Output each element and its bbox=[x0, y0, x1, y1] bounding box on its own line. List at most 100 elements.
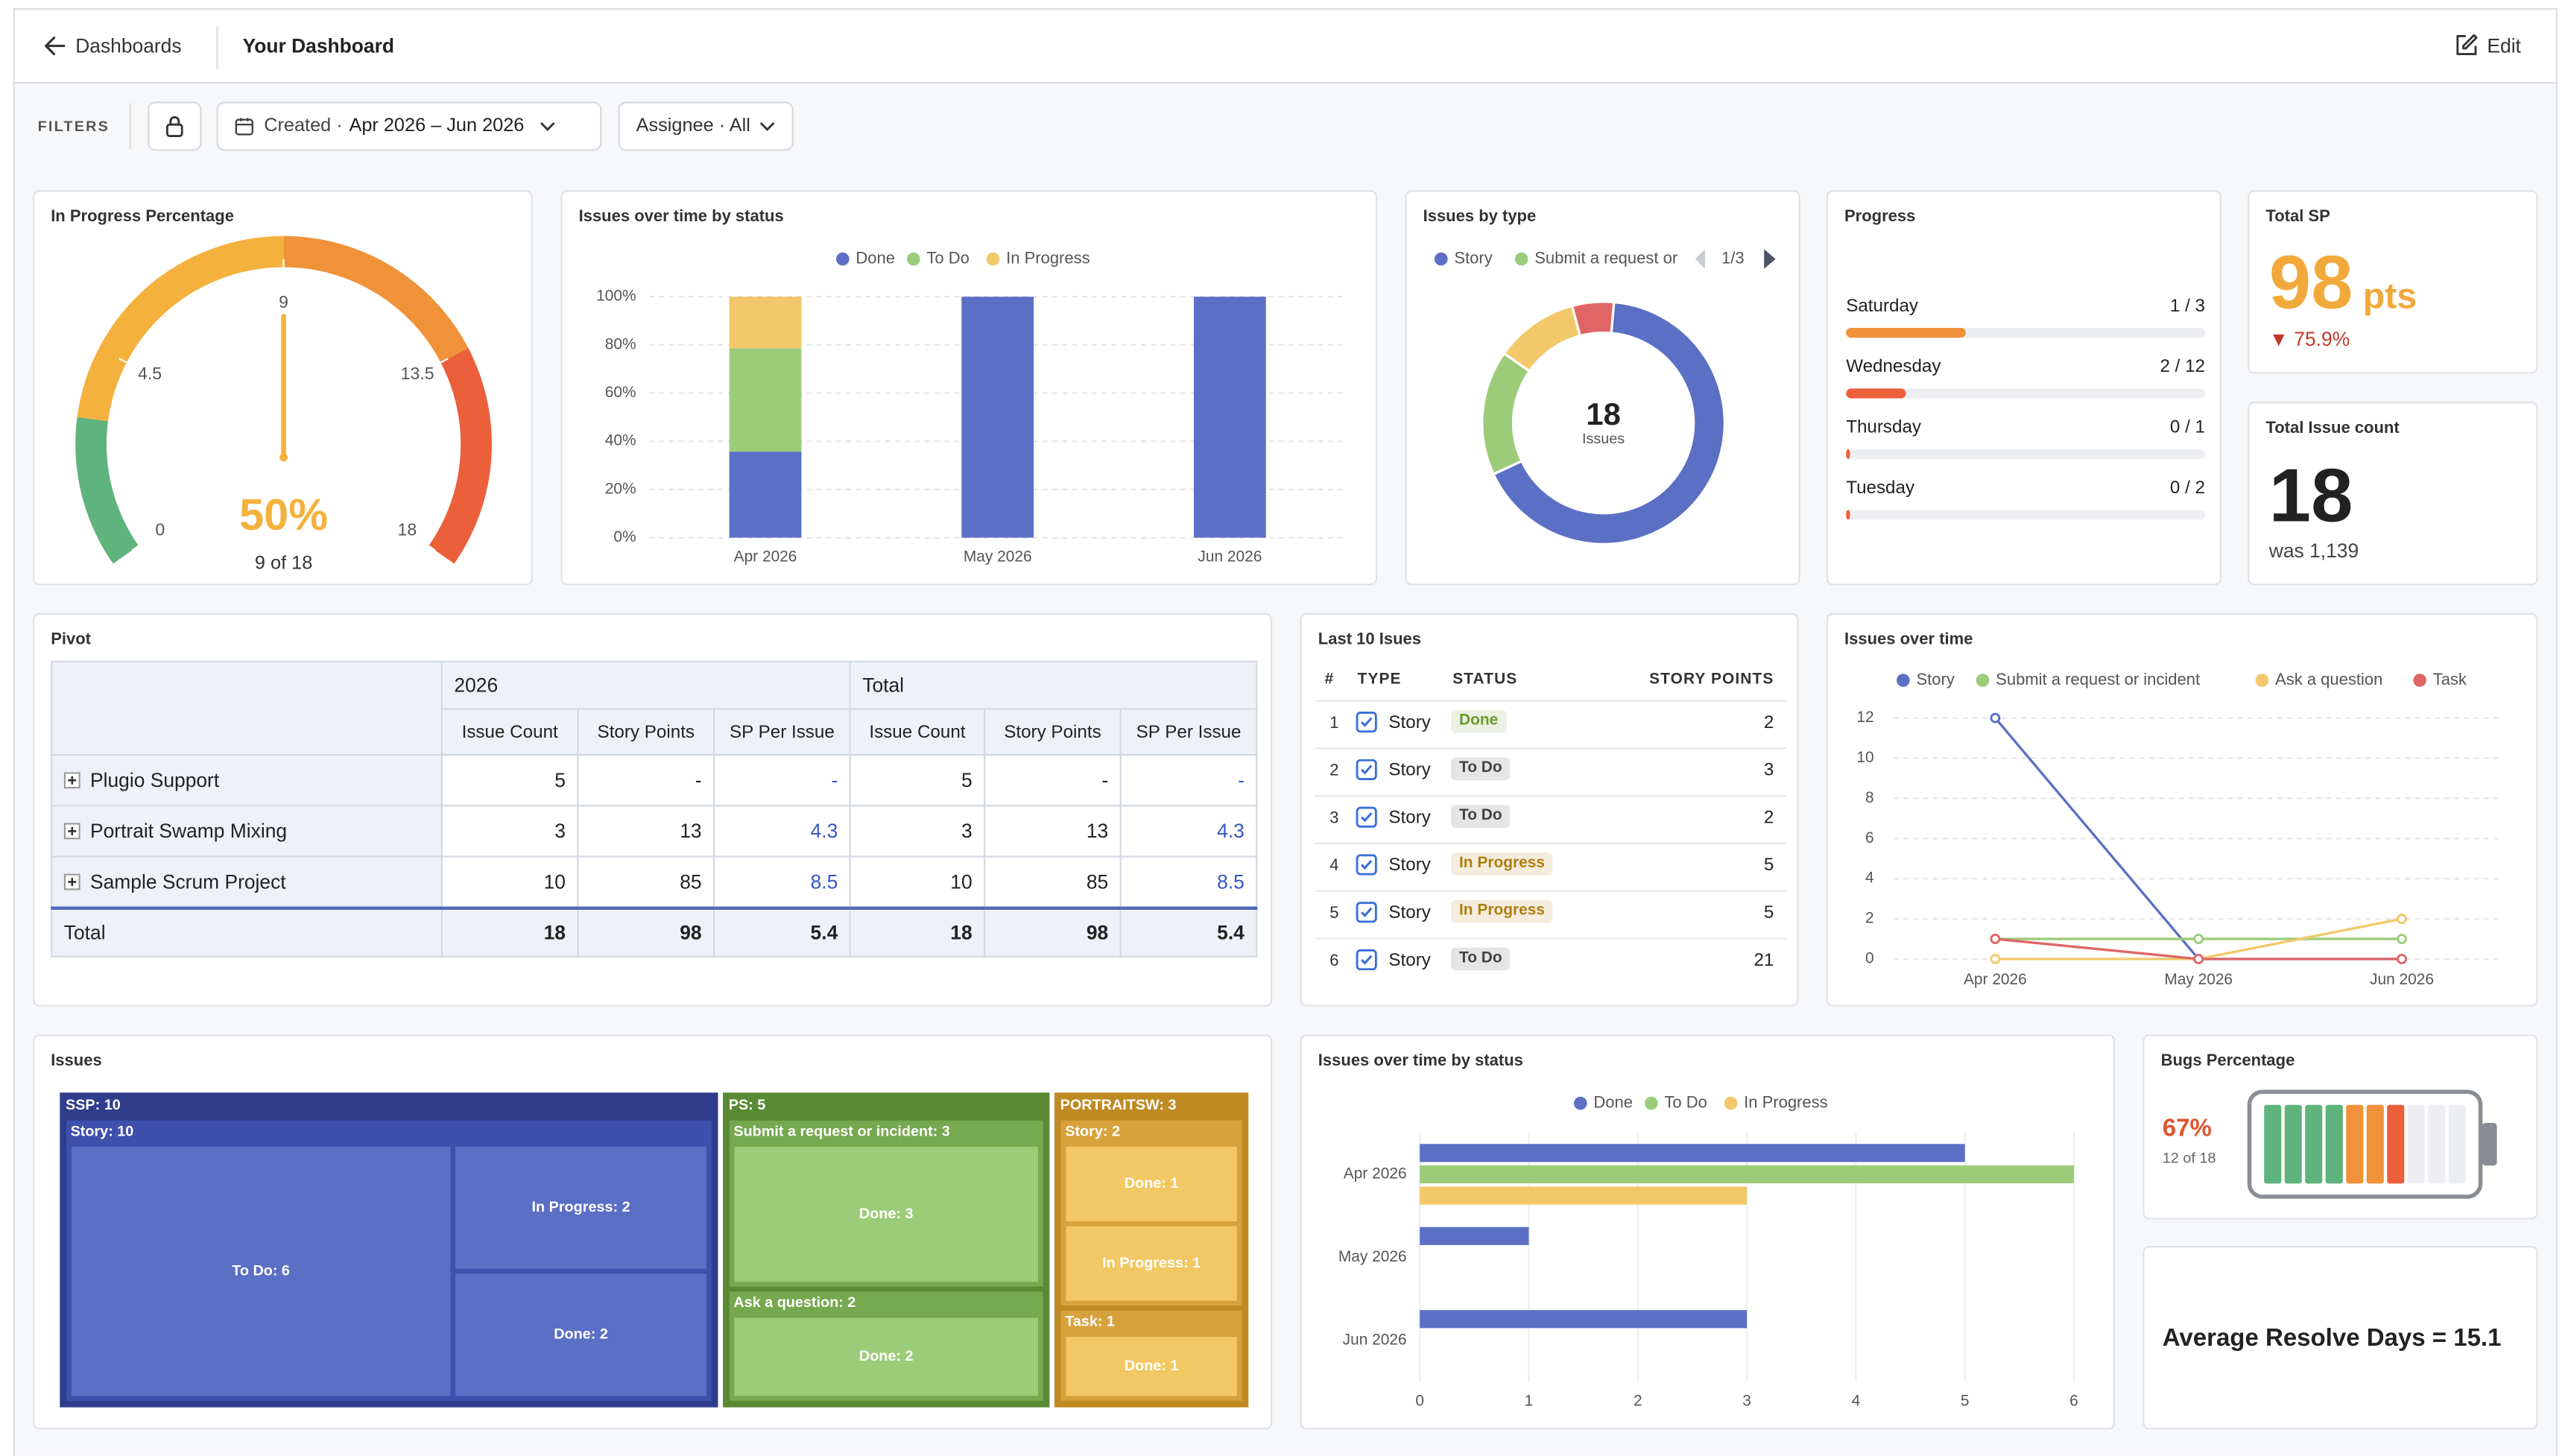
edit-icon[interactable] bbox=[2454, 33, 2479, 57]
row-separator bbox=[1315, 842, 1787, 844]
progress-track bbox=[1846, 388, 2205, 399]
pivot-group-header: Total bbox=[849, 660, 1258, 710]
card-title: Last 10 Isues bbox=[1318, 631, 1421, 650]
pivot-cell: 3 bbox=[440, 805, 579, 858]
treemap-label: Story: 2 bbox=[1065, 1123, 1120, 1139]
avg-resolve-text: Average Resolve Days = 15.1 bbox=[2162, 1324, 2502, 1352]
expand-icon[interactable] bbox=[63, 772, 80, 789]
legend-label: Story bbox=[1454, 248, 1492, 267]
pivot-cell: 85 bbox=[984, 855, 1122, 908]
pivot-row: Plugio Support 5- -5- - bbox=[51, 754, 1258, 807]
card-title: Issues over time by status bbox=[1318, 1052, 1523, 1071]
treemap-card: Issues SSP: 10 Story: 10 To Do: 6 In Progres… bbox=[33, 1034, 1273, 1430]
issue-type: Story bbox=[1388, 855, 1431, 875]
pivot-total-cell: 5.4 bbox=[712, 905, 851, 958]
legend-swatch bbox=[1724, 1096, 1738, 1110]
pivot-total-cell: 98 bbox=[577, 905, 715, 958]
top-bar bbox=[14, 10, 2556, 84]
expand-icon[interactable] bbox=[63, 873, 80, 890]
expand-icon[interactable] bbox=[63, 823, 80, 840]
line-point bbox=[2397, 914, 2407, 925]
gauge-band bbox=[77, 235, 284, 422]
assignee-filter[interactable]: Assignee · All bbox=[618, 101, 794, 151]
icon-plus bbox=[68, 877, 77, 886]
pivot-cell: 10 bbox=[440, 855, 579, 908]
legend-swatch bbox=[1514, 252, 1528, 266]
bar bbox=[1420, 1165, 2074, 1184]
row-number: 2 bbox=[1329, 762, 1339, 781]
donut-slice bbox=[1481, 351, 1531, 476]
pager-prev bbox=[1695, 249, 1705, 269]
issue-type: Story bbox=[1388, 712, 1431, 732]
table-header: STORY POINTS bbox=[1649, 670, 1774, 689]
pivot-row-header: Portrait Swamp Mixing bbox=[51, 805, 443, 858]
gauge-tick-label: 9 bbox=[279, 292, 288, 311]
progress-track bbox=[1846, 510, 2205, 520]
created-filter[interactable]: Created · Apr 2026 – Jun 2026 bbox=[216, 101, 602, 151]
treemap-label: To Do: 6 bbox=[232, 1262, 290, 1279]
x-tick-label: May 2026 bbox=[2164, 971, 2233, 988]
bar bbox=[729, 348, 802, 452]
treemap-label: Done: 1 bbox=[1125, 1358, 1179, 1374]
pivot-row-header: Sample Scrum Project bbox=[51, 855, 443, 908]
battery-cell bbox=[2325, 1104, 2343, 1184]
pivot-column-header: Issue Count bbox=[440, 708, 579, 756]
card-title: Issues over time by status bbox=[578, 208, 784, 227]
battery-terminal bbox=[2482, 1123, 2497, 1166]
gauge-tick-label: 18 bbox=[398, 519, 417, 539]
total-issues-card: Total Issue count 18 was 1,139 bbox=[2248, 402, 2538, 586]
legend-label: Submit a request or incident bbox=[1996, 670, 2200, 689]
pivot-subheader-row: Issue Count Story Points SP Per Issue Issue… bbox=[51, 708, 1258, 756]
pivot-cell: 8.5 bbox=[712, 855, 851, 908]
filter-value: Apr 2026 – Jun 2026 bbox=[349, 116, 525, 136]
pager-next[interactable] bbox=[1764, 249, 1776, 269]
bar bbox=[729, 452, 802, 538]
battery-cell bbox=[2305, 1104, 2323, 1184]
pivot-column-header: Story Points bbox=[577, 708, 715, 756]
legend-swatch bbox=[2255, 674, 2269, 687]
last-issues-card: Last 10 Isues # TYPE STATUS STORY POINTS 1 Sto… bbox=[1300, 613, 1799, 1007]
legend-swatch bbox=[986, 252, 1000, 266]
pivot-cell: 10 bbox=[849, 855, 986, 908]
kpi-unit: pts bbox=[2362, 275, 2417, 317]
progress-label: Thursday bbox=[1846, 417, 1922, 437]
treemap-label: In Progress: 1 bbox=[1102, 1255, 1201, 1271]
pivot-row: Sample Scrum Project 10 85 8.5 10 85 8.5 bbox=[51, 855, 1258, 908]
battery-cell bbox=[2387, 1104, 2405, 1184]
card-title: Bugs Percentage bbox=[2160, 1052, 2295, 1071]
kpi-change: ▼ 75.9% bbox=[2268, 328, 2350, 351]
x-tick-label: Jun 2026 bbox=[1198, 548, 1262, 566]
legend-pager: 1/3 bbox=[1721, 248, 1745, 267]
line-point bbox=[1990, 934, 2001, 944]
chevron-icon bbox=[540, 121, 554, 131]
chart: Saturday 1 / 3 Wednesday 2 / 12 Thursday 0 / … bbox=[1846, 296, 2205, 520]
legend-swatch bbox=[1435, 252, 1448, 266]
pivot-row-name: Portrait Swamp Mixing bbox=[90, 820, 288, 843]
battery-cell bbox=[2264, 1104, 2282, 1184]
y-tick-label: 6 bbox=[1865, 829, 1874, 846]
table-header: # bbox=[1324, 670, 1335, 689]
legend-label: To Do bbox=[1664, 1092, 1707, 1111]
chart: Done To Do In Progress 0 1 2 3 4 5 6 Apr 2026 May 2… bbox=[1338, 1092, 2078, 1410]
line-card: Issues over time Story Submit a request or… bbox=[1826, 613, 2538, 1007]
treemap-label: In Progress: 2 bbox=[532, 1199, 630, 1215]
pivot-row-name: Plugio Support bbox=[90, 768, 220, 792]
y-tick-label: 4 bbox=[1865, 870, 1874, 887]
icon-check bbox=[1361, 955, 1373, 965]
edit-button[interactable]: Edit bbox=[2487, 34, 2521, 57]
card-title: In Progress Percentage bbox=[51, 208, 234, 227]
pivot-table: 2026 Total Issue Count Story Points SP Per I… bbox=[51, 660, 1258, 958]
icon-check bbox=[1361, 859, 1373, 870]
battery-cell bbox=[2428, 1104, 2446, 1184]
back-link[interactable]: Dashboards bbox=[75, 34, 182, 57]
bugs-card: Bugs Percentage 67% 12 of 18 bbox=[2142, 1034, 2538, 1220]
issue-type: Story bbox=[1388, 949, 1431, 970]
treemap-label: SSP: 10 bbox=[66, 1097, 121, 1113]
donut-card: Issues by type 18 Issues Story Submit a requ… bbox=[1405, 190, 1800, 586]
progress-bar bbox=[1846, 510, 1850, 520]
x-tick-label: 0 bbox=[1415, 1393, 1424, 1410]
lock-button[interactable] bbox=[148, 101, 202, 151]
back-arrow-icon[interactable] bbox=[42, 34, 66, 57]
story-points: 3 bbox=[1763, 760, 1774, 781]
